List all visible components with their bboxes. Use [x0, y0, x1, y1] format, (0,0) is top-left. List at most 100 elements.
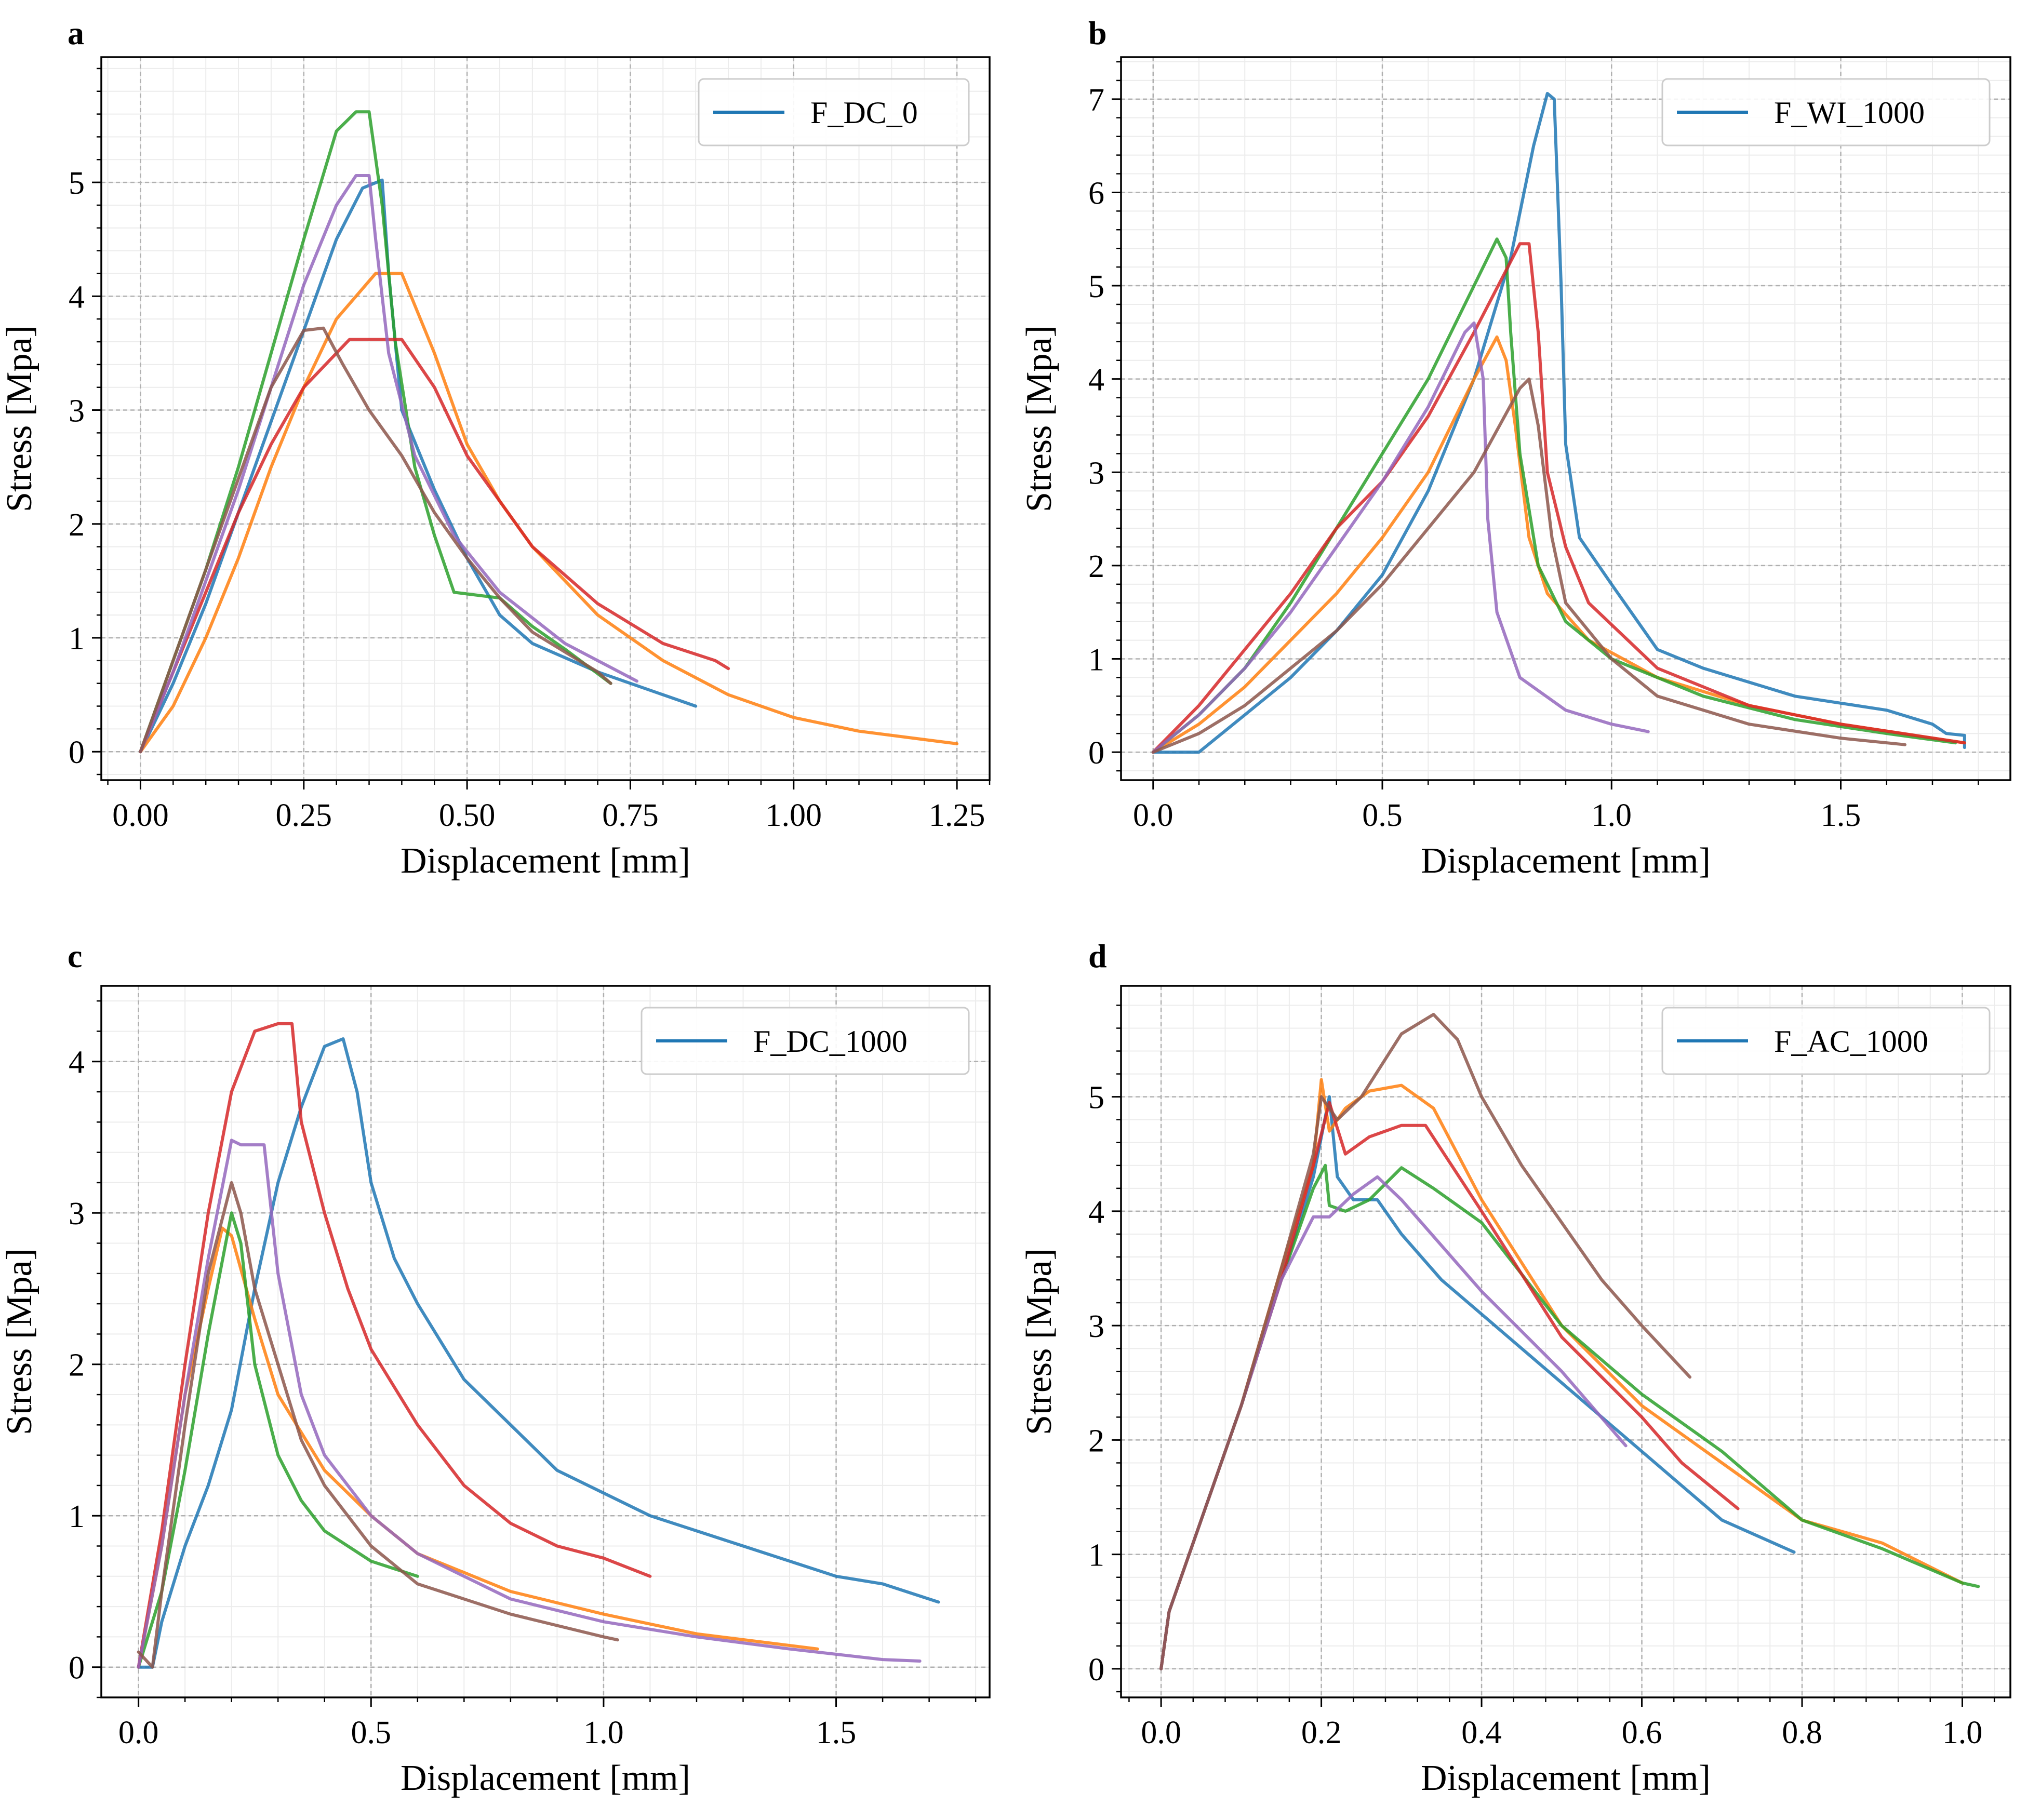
legend: F_WI_1000 — [1661, 78, 1991, 146]
series-line-3 — [139, 110, 612, 754]
x-tick-label: 0.4 — [1461, 1715, 1502, 1750]
legend: F_DC_0 — [698, 78, 970, 146]
x-axis-label: Displacement [mm] — [1421, 841, 1711, 881]
legend-label: F_AC_1000 — [1774, 1024, 1928, 1059]
series-group — [1151, 92, 1966, 754]
series-line-1 — [139, 178, 698, 754]
x-tick-label: 0.50 — [439, 798, 496, 833]
y-tick-label: 5 — [1088, 1080, 1104, 1116]
y-tick-label: 0 — [69, 1651, 85, 1686]
series-line-1 — [137, 1037, 940, 1669]
chart-panel-d: d 0.0 0.2 0.4 0.6 0.8 1.0 0 1 2 3 4 5 Displacement [m… — [1019, 938, 2011, 1798]
x-tick-label: 0.25 — [276, 798, 332, 833]
series-line-3 — [1151, 237, 1957, 754]
legend-box — [698, 78, 970, 146]
series-line-5 — [137, 1139, 922, 1669]
x-axis-label: Displacement [mm] — [1421, 1758, 1711, 1798]
series-line-2 — [1159, 1078, 1964, 1670]
series-line-1 — [1159, 1095, 1796, 1670]
grid — [1121, 57, 2010, 780]
y-tick-label: 3 — [69, 1196, 85, 1232]
y-tick-label: 3 — [1088, 1309, 1104, 1344]
y-tick-label: 4 — [1088, 1195, 1104, 1230]
series-line-5 — [1151, 321, 1650, 754]
series-group — [139, 110, 959, 754]
grid — [1121, 986, 2010, 1697]
legend-box — [1661, 78, 1991, 146]
x-tick-label: 0.0 — [1141, 1715, 1181, 1750]
x-axis-label: Displacement [mm] — [401, 841, 690, 881]
y-tick-label: 1 — [1088, 643, 1104, 678]
x-tick-label: 0.0 — [1133, 798, 1173, 833]
y-axis-label: Stress [Mpa] — [0, 1248, 39, 1435]
x-tick-label: 1.0 — [1591, 798, 1632, 833]
y-tick-label: 5 — [1088, 269, 1104, 304]
y-tick-label: 2 — [69, 507, 85, 543]
y-tick-label: 4 — [69, 279, 85, 315]
series-line-2 — [137, 1226, 819, 1669]
series-group — [137, 1022, 940, 1669]
x-tick-label: 1.00 — [766, 798, 822, 833]
grid — [101, 986, 990, 1698]
x-tick-label: 0.5 — [1362, 798, 1403, 833]
series-line-3 — [137, 1211, 419, 1669]
legend: F_AC_1000 — [1661, 1007, 1991, 1075]
x-tick-label: 0.00 — [112, 798, 169, 833]
y-tick-label: 3 — [69, 394, 85, 429]
chart-panel-b: b 0.0 0.5 1.0 1.5 0 1 2 3 4 5 6 7 Displacement [mm] St… — [1019, 15, 2011, 881]
y-tick-label: 0 — [1088, 1652, 1104, 1688]
x-tick-label: 0.6 — [1622, 1715, 1662, 1750]
y-axis-label: Stress [Mpa] — [1019, 1248, 1059, 1435]
x-tick-label: 0.5 — [351, 1715, 392, 1750]
series-line-5 — [139, 174, 638, 754]
series-line-4 — [139, 338, 730, 754]
y-tick-label: 1 — [69, 621, 85, 657]
x-tick-label: 1.25 — [929, 798, 985, 833]
x-tick-label: 1.5 — [816, 1715, 857, 1750]
panel-letter: a — [68, 15, 84, 51]
y-tick-label: 0 — [1088, 735, 1104, 771]
axes-frame — [1120, 985, 2011, 1698]
panel-letter: d — [1088, 938, 1107, 974]
legend-label: F_DC_0 — [810, 96, 918, 130]
x-tick-label: 0.8 — [1782, 1715, 1822, 1750]
x-tick-label: 0.0 — [118, 1715, 159, 1750]
legend-label: F_DC_1000 — [753, 1024, 908, 1059]
x-tick-label: 1.5 — [1821, 798, 1861, 833]
legend-box — [641, 1007, 970, 1075]
y-tick-label: 0 — [69, 735, 85, 770]
axes-frame — [100, 985, 991, 1698]
y-tick-label: 3 — [1088, 456, 1104, 491]
y-tick-label: 5 — [69, 166, 85, 201]
y-tick-label: 1 — [1088, 1538, 1104, 1573]
legend-box — [1661, 1007, 1991, 1075]
panel-letter: b — [1088, 15, 1107, 51]
y-tick-label: 2 — [69, 1348, 85, 1383]
series-line-6 — [137, 1181, 619, 1669]
legend-label: F_WI_1000 — [1774, 96, 1925, 130]
x-tick-label: 0.75 — [602, 798, 659, 833]
y-tick-label: 1 — [69, 1499, 85, 1534]
chart-panel-c: c 0.0 0.5 1.0 1.5 0 1 2 3 4 Displacement [mm] Stres… — [0, 938, 991, 1798]
series-line-6 — [139, 326, 612, 754]
y-axis-label: Stress [Mpa] — [0, 325, 39, 512]
x-tick-label: 1.0 — [583, 1715, 624, 1750]
y-tick-label: 4 — [1088, 363, 1104, 398]
y-tick-label: 6 — [1088, 176, 1104, 211]
series-line-5 — [1159, 1175, 1628, 1670]
y-tick-label: 2 — [1088, 1423, 1104, 1458]
series-line-2 — [139, 272, 959, 754]
x-tick-label: 1.0 — [1942, 1715, 1983, 1750]
chart-panel-a: a 0.00 0.25 0.50 0.75 1.00 1.25 0 1 2 3 4 5 Displacem… — [0, 15, 991, 881]
legend: F_DC_1000 — [641, 1007, 970, 1075]
series-line-6 — [1159, 1013, 1692, 1670]
y-tick-label: 2 — [1088, 549, 1104, 584]
series-line-4 — [1151, 242, 1966, 754]
y-tick-label: 7 — [1088, 83, 1104, 118]
series-line-6 — [1151, 377, 1906, 754]
y-axis-label: Stress [Mpa] — [1019, 325, 1059, 512]
x-axis-label: Displacement [mm] — [401, 1758, 690, 1798]
y-tick-label: 4 — [69, 1045, 85, 1080]
series-group — [1159, 1013, 1980, 1670]
